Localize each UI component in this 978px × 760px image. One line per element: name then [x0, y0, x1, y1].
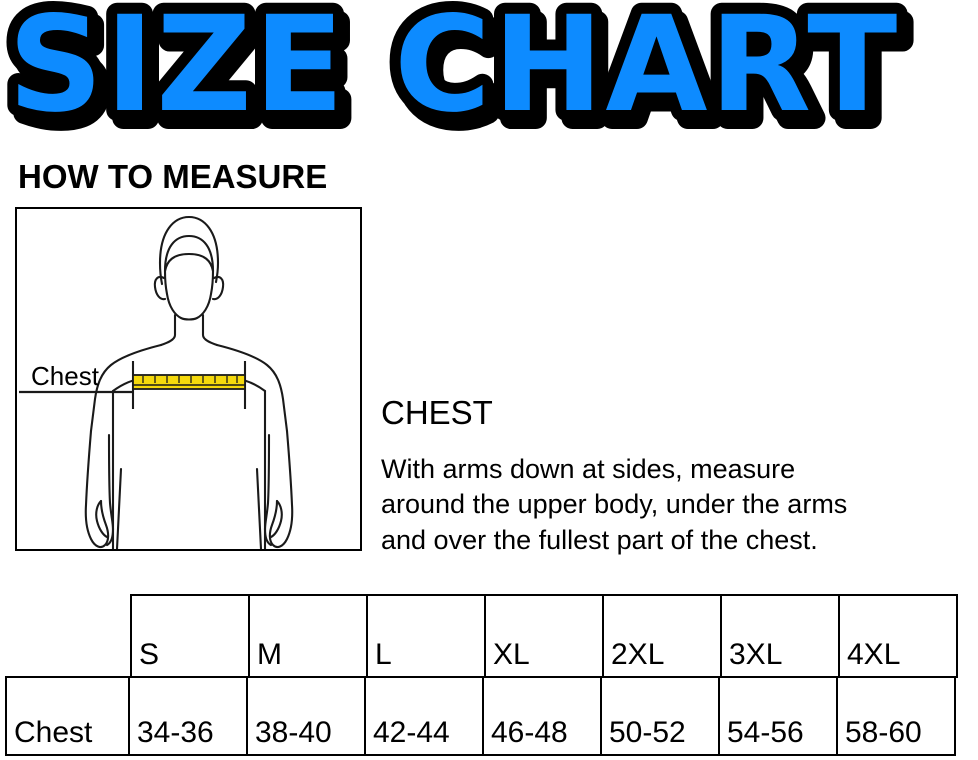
row-header-chest: Chest: [5, 676, 130, 756]
hair-outline-left: [158, 261, 164, 286]
size-chart-title-graphic: .ttl{ font-family:"DejaVu Sans", sans-se…: [0, 0, 914, 146]
size-header-3xl: 3XL: [720, 594, 840, 678]
left-arm-inner: [107, 433, 115, 531]
chest-description-line-1: With arms down at sides, measure: [381, 454, 796, 484]
title-outline: SIZE CHART: [8, 0, 899, 142]
left-hip-line: [115, 467, 123, 549]
chest-value-xl: 46-48: [482, 676, 602, 756]
right-hand-edge: [263, 527, 273, 547]
left-arm-outer: [84, 429, 110, 549]
measurement-illustration-box: Chest: [15, 207, 362, 551]
right-shoulder: [215, 343, 289, 433]
chest-value-l: 42-44: [364, 676, 484, 756]
chest-description: With arms down at sides, measure around …: [381, 452, 978, 558]
size-header-s: S: [130, 594, 250, 678]
size-header-l: L: [366, 594, 486, 678]
title-shadow: SIZE CHART: [14, 0, 905, 146]
face-outline: [163, 234, 215, 321]
neck-right: [201, 313, 219, 347]
chest-value-3xl: 54-56: [718, 676, 838, 756]
right-hip-line: [255, 467, 263, 549]
left-thumb: [95, 499, 109, 539]
size-header-m: M: [248, 594, 368, 678]
size-header-xl: XL: [484, 594, 604, 678]
size-table-header-row: S M L XL 2XL 3XL 4XL: [130, 594, 958, 678]
chest-measure-label: Chest: [31, 361, 100, 391]
chest-value-s: 34-36: [128, 676, 248, 756]
chest-description-line-3: and over the fullest part of the chest.: [381, 524, 818, 555]
size-header-4xl: 4XL: [838, 594, 958, 678]
right-ear: [211, 275, 225, 301]
body-figure-diagram: Chest: [19, 215, 294, 549]
chest-section-heading: CHEST: [381, 394, 493, 431]
neck-left: [159, 313, 177, 347]
chest-value-m: 38-40: [246, 676, 366, 756]
right-thumb: [269, 499, 283, 539]
measuring-tape: [132, 374, 246, 390]
chest-value-2xl: 50-52: [600, 676, 720, 756]
size-table-chest-row: Chest 34-36 38-40 42-44 46-48 50-52 54-5…: [5, 676, 956, 756]
title-fill: SIZE CHART: [8, 0, 899, 142]
left-hand-edge: [105, 527, 115, 547]
hairline: [163, 252, 215, 273]
chest-description-line-2: around the upper body, under the arms: [381, 489, 848, 520]
right-arm-inner: [263, 433, 271, 531]
hair-outline: [158, 215, 220, 284]
size-header-2xl: 2XL: [602, 594, 722, 678]
page-title: .ttl{ font-family:"DejaVu Sans", sans-se…: [0, 0, 978, 146]
left-ear: [153, 275, 167, 301]
right-arm-outer: [268, 429, 294, 549]
tape-ticks: [142, 376, 238, 383]
chest-value-4xl: 58-60: [836, 676, 956, 756]
how-to-measure-heading: HOW TO MEASURE: [18, 158, 328, 195]
size-table: S M L XL 2XL 3XL 4XL Chest 34-36 38-40 4…: [5, 594, 973, 756]
